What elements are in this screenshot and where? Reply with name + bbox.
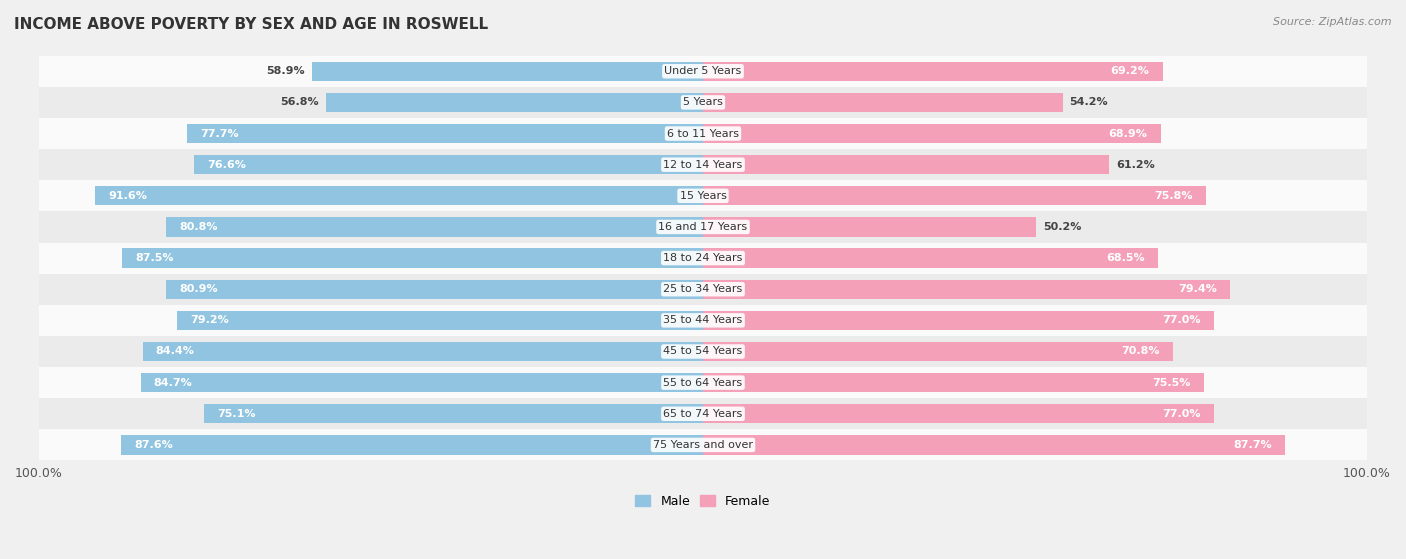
Text: 6 to 11 Years: 6 to 11 Years bbox=[666, 129, 740, 139]
Bar bbox=[122, 248, 703, 268]
Text: 77.7%: 77.7% bbox=[200, 129, 239, 139]
Bar bbox=[703, 93, 1063, 112]
Bar bbox=[39, 367, 1367, 398]
Text: 77.0%: 77.0% bbox=[1163, 409, 1201, 419]
Text: 80.8%: 80.8% bbox=[180, 222, 218, 232]
Bar bbox=[703, 311, 1215, 330]
Bar bbox=[39, 87, 1367, 118]
Bar bbox=[39, 305, 1367, 336]
Bar bbox=[166, 217, 703, 236]
Text: 50.2%: 50.2% bbox=[1043, 222, 1081, 232]
Bar bbox=[703, 342, 1173, 361]
Bar bbox=[703, 186, 1206, 206]
Bar bbox=[703, 435, 1285, 454]
Bar bbox=[94, 186, 703, 206]
Bar bbox=[142, 342, 703, 361]
Text: 75.8%: 75.8% bbox=[1154, 191, 1194, 201]
Bar bbox=[39, 336, 1367, 367]
Text: 87.7%: 87.7% bbox=[1233, 440, 1272, 450]
Text: 16 and 17 Years: 16 and 17 Years bbox=[658, 222, 748, 232]
Bar bbox=[703, 217, 1036, 236]
Bar bbox=[39, 211, 1367, 243]
Bar bbox=[39, 243, 1367, 274]
Text: 5 Years: 5 Years bbox=[683, 97, 723, 107]
Bar bbox=[703, 404, 1215, 423]
Text: 54.2%: 54.2% bbox=[1070, 97, 1108, 107]
Text: 58.9%: 58.9% bbox=[267, 67, 305, 76]
Bar bbox=[39, 56, 1367, 87]
Bar bbox=[703, 373, 1205, 392]
Bar bbox=[703, 124, 1160, 143]
Bar bbox=[39, 429, 1367, 461]
Text: 65 to 74 Years: 65 to 74 Years bbox=[664, 409, 742, 419]
Text: 79.2%: 79.2% bbox=[190, 315, 229, 325]
Bar bbox=[166, 280, 703, 299]
Bar bbox=[39, 118, 1367, 149]
Bar bbox=[39, 274, 1367, 305]
Text: 75.5%: 75.5% bbox=[1153, 378, 1191, 387]
Text: 84.4%: 84.4% bbox=[156, 347, 194, 357]
Text: 76.6%: 76.6% bbox=[208, 160, 246, 170]
Bar bbox=[39, 149, 1367, 180]
Bar bbox=[326, 93, 703, 112]
Text: 77.0%: 77.0% bbox=[1163, 315, 1201, 325]
Text: 69.2%: 69.2% bbox=[1111, 67, 1149, 76]
Text: 35 to 44 Years: 35 to 44 Years bbox=[664, 315, 742, 325]
Legend: Male, Female: Male, Female bbox=[630, 490, 776, 513]
Bar bbox=[204, 404, 703, 423]
Bar bbox=[187, 124, 703, 143]
Text: 25 to 34 Years: 25 to 34 Years bbox=[664, 284, 742, 294]
Text: 18 to 24 Years: 18 to 24 Years bbox=[664, 253, 742, 263]
Bar bbox=[703, 280, 1230, 299]
Text: 55 to 64 Years: 55 to 64 Years bbox=[664, 378, 742, 387]
Bar bbox=[703, 248, 1159, 268]
Text: 91.6%: 91.6% bbox=[108, 191, 146, 201]
Bar bbox=[194, 155, 703, 174]
Text: 68.5%: 68.5% bbox=[1107, 253, 1144, 263]
Bar bbox=[312, 61, 703, 81]
Bar bbox=[703, 155, 1109, 174]
Text: Source: ZipAtlas.com: Source: ZipAtlas.com bbox=[1274, 17, 1392, 27]
Text: 68.9%: 68.9% bbox=[1108, 129, 1147, 139]
Text: INCOME ABOVE POVERTY BY SEX AND AGE IN ROSWELL: INCOME ABOVE POVERTY BY SEX AND AGE IN R… bbox=[14, 17, 488, 32]
Bar bbox=[39, 180, 1367, 211]
Text: 87.5%: 87.5% bbox=[135, 253, 174, 263]
Text: 12 to 14 Years: 12 to 14 Years bbox=[664, 160, 742, 170]
Text: 79.4%: 79.4% bbox=[1178, 284, 1218, 294]
Bar bbox=[141, 373, 703, 392]
Text: 87.6%: 87.6% bbox=[135, 440, 173, 450]
Bar bbox=[39, 398, 1367, 429]
Text: Under 5 Years: Under 5 Years bbox=[665, 67, 741, 76]
Text: 56.8%: 56.8% bbox=[281, 97, 319, 107]
Bar bbox=[177, 311, 703, 330]
Text: 45 to 54 Years: 45 to 54 Years bbox=[664, 347, 742, 357]
Bar bbox=[703, 61, 1163, 81]
Text: 70.8%: 70.8% bbox=[1122, 347, 1160, 357]
Bar bbox=[121, 435, 703, 454]
Text: 75.1%: 75.1% bbox=[218, 409, 256, 419]
Text: 61.2%: 61.2% bbox=[1116, 160, 1154, 170]
Text: 84.7%: 84.7% bbox=[153, 378, 193, 387]
Text: 80.9%: 80.9% bbox=[179, 284, 218, 294]
Text: 75 Years and over: 75 Years and over bbox=[652, 440, 754, 450]
Text: 15 Years: 15 Years bbox=[679, 191, 727, 201]
